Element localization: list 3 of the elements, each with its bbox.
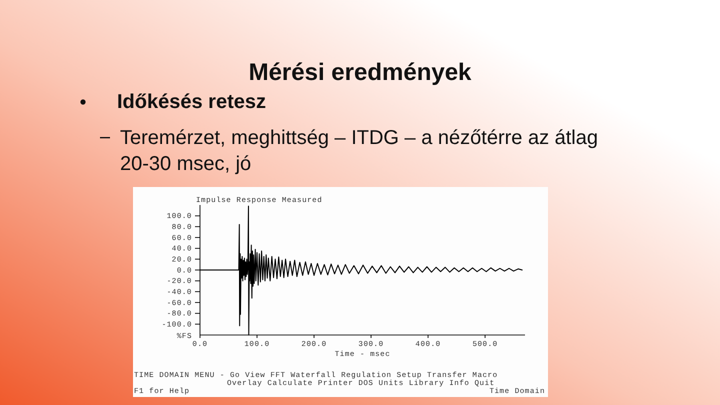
chart-title: Mérési eredmények — [248, 59, 472, 86]
chart-subtitle: Időkésés retesz — [117, 91, 266, 113]
text: Teremérzet, meghittség – ITDG – a nézőtérre az átlag 20-30 msec, jó — [120, 127, 598, 175]
